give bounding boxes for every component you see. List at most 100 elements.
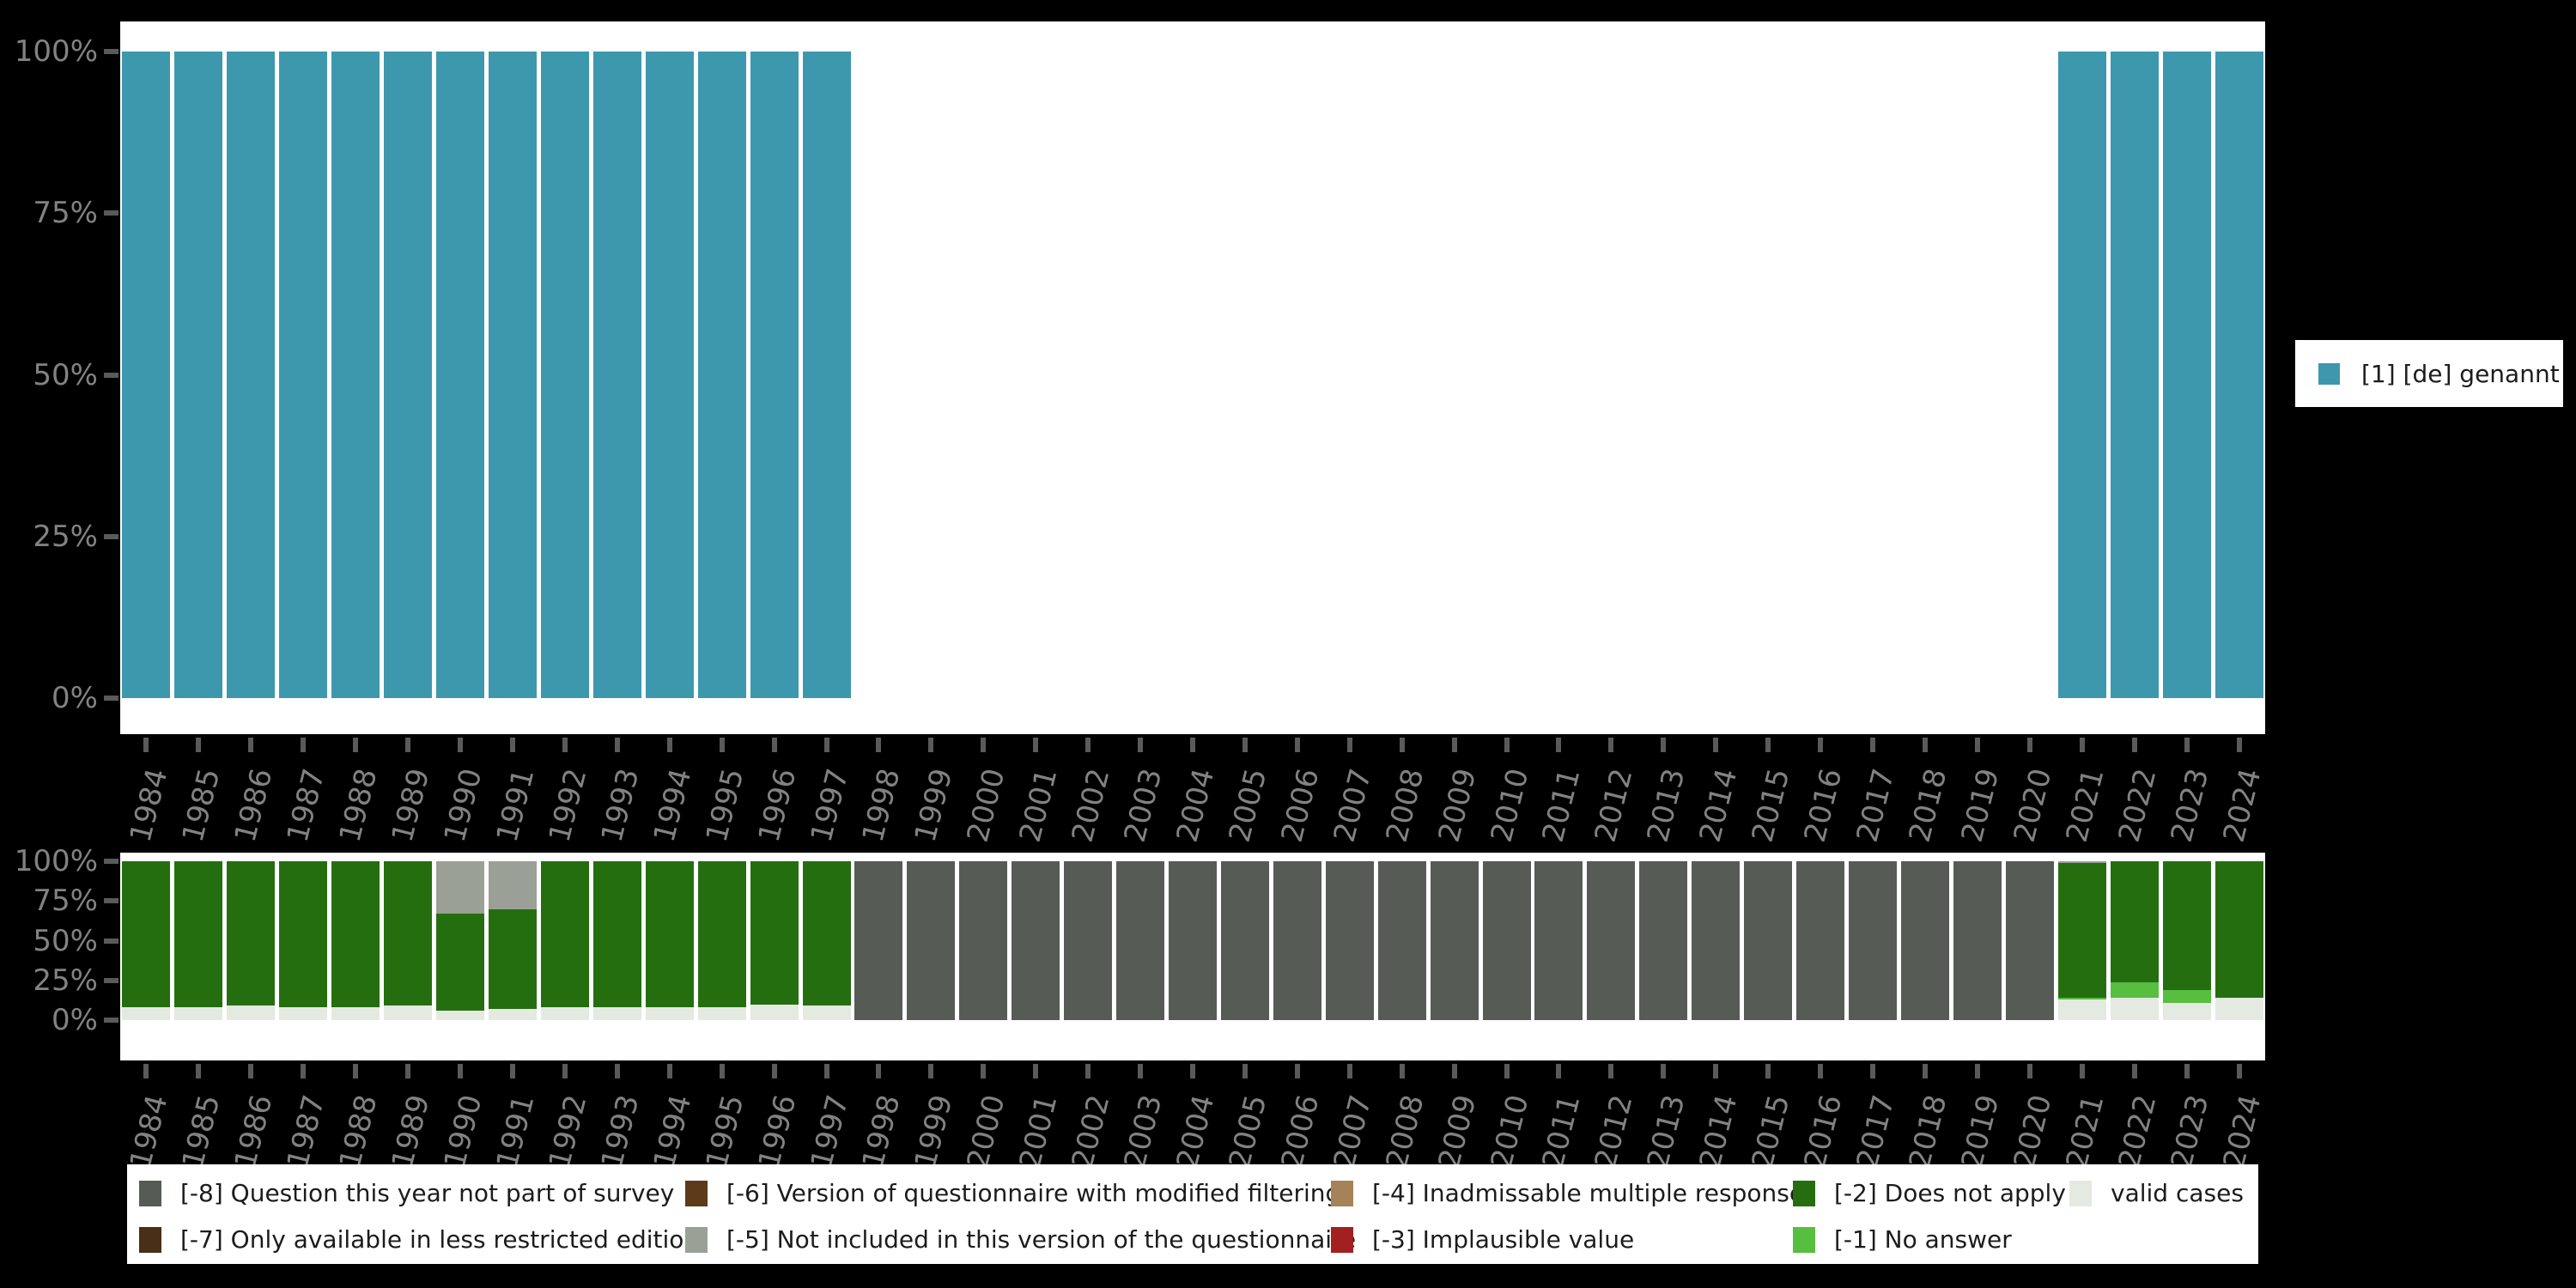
x-axis-tick-top xyxy=(771,738,777,752)
bar-segment-2010--8 xyxy=(1483,861,1531,1020)
bar-segment-2006--8 xyxy=(1273,861,1321,1020)
x-axis-tick-bottom xyxy=(1556,1064,1562,1078)
legend-item--4: [-4] Inadmissable multiple response xyxy=(1331,1179,1804,1207)
x-axis-tick-top xyxy=(248,738,254,752)
x-axis-year-label-top: 2001 xyxy=(1012,765,1065,846)
legend-label--8: [-8] Question this year not part of surv… xyxy=(180,1179,675,1207)
x-axis-tick-top xyxy=(1190,738,1195,752)
bar-segment-2017--8 xyxy=(1849,861,1897,1020)
legend-swatch--1 xyxy=(1793,1226,1815,1253)
legend-swatch--7 xyxy=(139,1226,161,1253)
bar-segment-1993-v1 xyxy=(593,52,641,698)
x-axis-year-label-top: 2008 xyxy=(1379,765,1431,846)
bar-segment-2021-v1 xyxy=(2058,52,2106,698)
x-axis-tick-bottom xyxy=(666,1064,672,1078)
bar-segment-2024-v1 xyxy=(2215,52,2263,698)
x-axis-year-label-top: 1995 xyxy=(699,765,751,846)
x-axis-tick-bottom xyxy=(458,1064,464,1078)
bar-segment-1986--2 xyxy=(227,861,275,1005)
x-axis-tick-top xyxy=(1504,738,1510,752)
x-axis-tick-top xyxy=(1242,738,1248,752)
y-axis-label-bottom: 50% xyxy=(33,923,98,958)
y-axis-tick-bottom xyxy=(104,898,118,904)
bar-segment-1991-v1 xyxy=(489,52,537,698)
legend-right: [1] [de] genannt xyxy=(2295,340,2563,407)
bar-segment-1985--2 xyxy=(174,861,222,1007)
bar-segment-2021--2 xyxy=(2058,863,2106,998)
x-axis-year-label-top: 2019 xyxy=(1954,765,2007,846)
bar-segment-2001--8 xyxy=(1012,861,1060,1020)
y-axis-label-top: 50% xyxy=(33,357,98,392)
x-axis-year-label-top: 2011 xyxy=(1536,765,1588,846)
y-axis-label-top: 0% xyxy=(52,681,98,715)
x-axis-tick-bottom xyxy=(1346,1064,1352,1078)
x-axis-tick-top xyxy=(1556,738,1562,752)
legend-swatch--6 xyxy=(685,1180,708,1206)
y-axis-label-top: 25% xyxy=(33,519,98,554)
legend-item-valid: valid cases xyxy=(2069,1179,2244,1207)
x-axis-tick-bottom xyxy=(2236,1064,2242,1078)
x-axis-tick-bottom xyxy=(1713,1064,1719,1078)
x-axis-tick-bottom xyxy=(562,1064,568,1078)
x-axis-year-label-top: 2021 xyxy=(2059,765,2111,846)
x-axis-year-label-top: 2010 xyxy=(1484,765,1535,846)
bar-segment-1997--2 xyxy=(803,861,851,1005)
bar-segment-2021--1 xyxy=(2058,998,2106,999)
bar-segment-2023-valid xyxy=(2163,1003,2211,1020)
bar-segment-1989--2 xyxy=(384,861,432,1005)
x-axis-tick-bottom xyxy=(196,1064,202,1078)
legend-label-genannt: [1] [de] genannt xyxy=(2361,359,2560,388)
bar-segment-1995--2 xyxy=(698,861,746,1007)
bar-segment-2004--8 xyxy=(1169,861,1217,1020)
y-axis-tick-bottom xyxy=(104,1018,118,1023)
bar-segment-2009--8 xyxy=(1431,861,1479,1020)
x-axis-tick-top xyxy=(405,738,411,752)
legend-label--1: [-1] No answer xyxy=(1834,1225,2012,1254)
x-axis-tick-bottom xyxy=(1765,1064,1771,1078)
x-axis-year-label-top: 2006 xyxy=(1274,765,1327,846)
x-axis-year-label-top: 2015 xyxy=(1745,765,1797,846)
bar-segment-2015--8 xyxy=(1744,861,1792,1020)
y-axis-tick-top xyxy=(104,696,118,701)
x-axis-tick-bottom xyxy=(614,1064,620,1078)
bar-segment-1999--8 xyxy=(907,861,955,1020)
x-axis-year-label-top: 2020 xyxy=(2007,765,2059,846)
x-axis-tick-top xyxy=(614,738,620,752)
bar-segment-1988-valid xyxy=(331,1007,380,1020)
x-axis-tick-top xyxy=(353,738,359,752)
x-axis-tick-bottom xyxy=(981,1064,987,1078)
x-axis-tick-bottom xyxy=(771,1064,777,1078)
x-axis-tick-top xyxy=(1974,738,1980,752)
x-axis-year-label-top: 2012 xyxy=(1589,765,1640,846)
bar-segment-1988--2 xyxy=(331,861,380,1007)
legend-label--7: [-7] Only available in less restricted e… xyxy=(180,1225,700,1254)
x-axis-year-label-top: 1996 xyxy=(751,765,803,846)
bar-segment-1997-valid xyxy=(803,1005,851,1020)
x-axis-year-label-top: 2014 xyxy=(1692,765,1745,846)
bar-segment-2019--8 xyxy=(1953,861,2002,1020)
x-axis-year-label-top: 2002 xyxy=(1065,765,1117,846)
x-axis-year-label-top: 1999 xyxy=(908,765,960,846)
bar-segment-1988-v1 xyxy=(331,52,380,698)
x-axis-tick-top xyxy=(1818,738,1824,752)
bar-segment-2013--8 xyxy=(1639,861,1687,1020)
bar-segment-2022--1 xyxy=(2111,982,2159,998)
x-axis-tick-top xyxy=(1922,738,1928,752)
bar-segment-1989-v1 xyxy=(384,52,432,698)
legend-item--8: [-8] Question this year not part of surv… xyxy=(139,1179,674,1207)
x-axis-tick-bottom xyxy=(823,1064,829,1078)
x-axis-year-label-top: 2013 xyxy=(1640,765,1692,846)
x-axis-tick-bottom xyxy=(143,1064,149,1078)
x-axis-year-label-top: 2004 xyxy=(1170,765,1222,846)
x-axis-tick-bottom xyxy=(1870,1064,1876,1078)
x-axis-tick-bottom xyxy=(2079,1064,2085,1078)
bar-segment-1995-valid xyxy=(698,1007,746,1020)
bar-segment-1996--2 xyxy=(750,861,799,1005)
x-axis-year-label-top: 1987 xyxy=(280,765,332,846)
bar-segment-1994-valid xyxy=(646,1007,694,1020)
legend-bottom: [-8] Question this year not part of surv… xyxy=(127,1164,2258,1264)
x-axis-tick-bottom xyxy=(1085,1064,1091,1078)
x-axis-tick-bottom xyxy=(1399,1064,1405,1078)
bar-segment-2002--8 xyxy=(1064,861,1112,1020)
